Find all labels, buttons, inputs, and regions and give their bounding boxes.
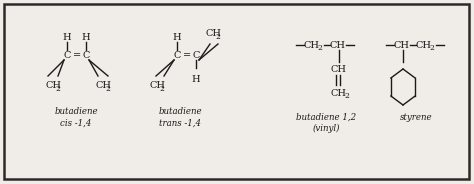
Text: cis -1,4: cis -1,4	[60, 118, 91, 128]
Text: butadiene: butadiene	[54, 107, 98, 116]
Text: CH: CH	[150, 82, 166, 91]
Text: butadiene: butadiene	[158, 107, 202, 116]
Text: CH: CH	[331, 89, 347, 98]
Text: C: C	[173, 52, 181, 61]
Text: 2: 2	[318, 44, 322, 52]
Text: butadiene 1,2: butadiene 1,2	[296, 112, 356, 121]
Text: C: C	[82, 52, 90, 61]
Text: CH: CH	[416, 40, 432, 49]
Text: H: H	[191, 75, 201, 84]
Text: 2: 2	[345, 92, 349, 100]
Text: H: H	[173, 33, 182, 43]
Text: C: C	[64, 52, 71, 61]
Text: 2: 2	[429, 44, 435, 52]
Text: CH: CH	[304, 40, 320, 49]
Text: 2: 2	[55, 85, 61, 93]
Text: CH: CH	[46, 82, 62, 91]
Text: CH: CH	[206, 29, 222, 38]
Text: CH: CH	[330, 40, 346, 49]
Text: CH: CH	[96, 82, 112, 91]
Text: trans -1,4: trans -1,4	[159, 118, 201, 128]
Text: CH: CH	[331, 66, 347, 75]
Text: H: H	[63, 33, 71, 43]
FancyBboxPatch shape	[4, 4, 469, 179]
Text: CH: CH	[394, 40, 410, 49]
Text: styrene: styrene	[400, 112, 432, 121]
Text: 2: 2	[216, 33, 220, 41]
Text: C: C	[192, 52, 200, 61]
Text: (vinyl): (vinyl)	[312, 123, 340, 132]
Text: 2: 2	[160, 85, 164, 93]
Text: =: =	[183, 52, 191, 61]
Text: =: =	[73, 52, 81, 61]
Text: 2: 2	[106, 85, 110, 93]
Text: H: H	[82, 33, 91, 43]
